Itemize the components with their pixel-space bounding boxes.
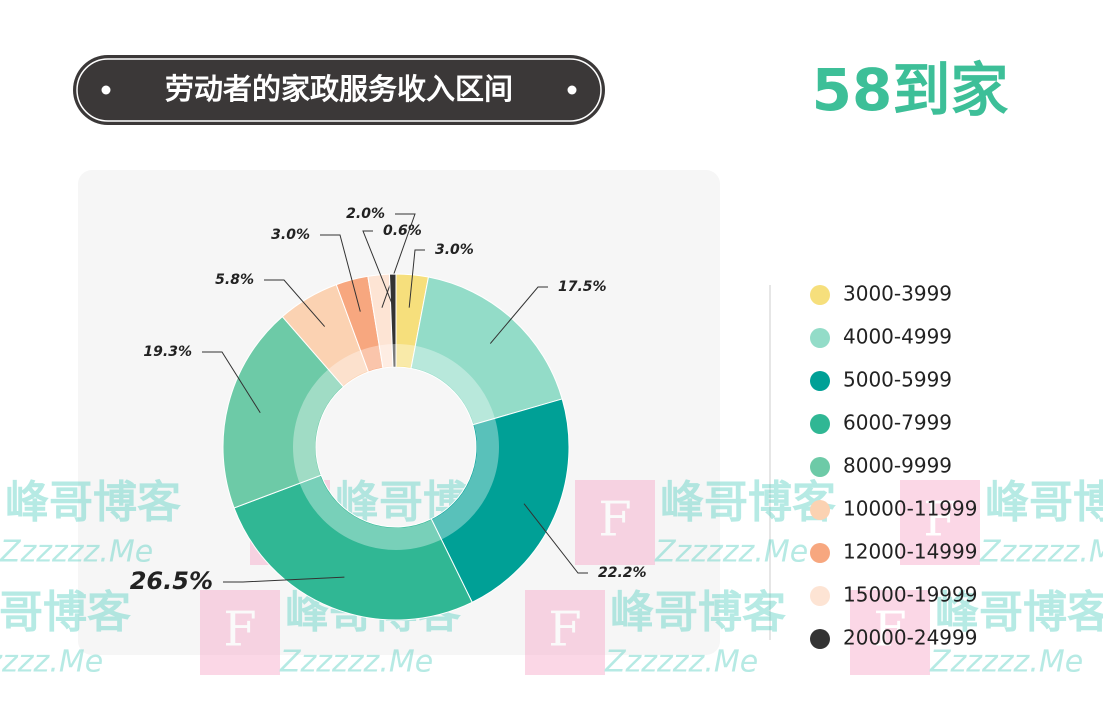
- leader-line: [202, 351, 261, 414]
- leader-line: [408, 249, 425, 308]
- data-label: 3.0%: [271, 227, 310, 243]
- watermark-letter: F: [548, 602, 581, 658]
- leader-line: [320, 234, 361, 312]
- legend-swatch: [810, 414, 830, 434]
- data-label: 2.0%: [346, 206, 385, 222]
- watermark-text: 峰哥博客: [660, 477, 836, 528]
- legend-swatch: [810, 285, 830, 305]
- watermark-text: 峰哥博客: [5, 477, 181, 528]
- legend-swatch: [810, 328, 830, 348]
- legend-swatch: [810, 371, 830, 391]
- data-label: 3.0%: [435, 242, 474, 258]
- donut-slice: [388, 273, 397, 368]
- watermark-letter: F: [923, 492, 956, 548]
- watermark-url: Zzzzzz.Me: [279, 645, 433, 680]
- title-bullet: [567, 85, 577, 95]
- legend-label: 8000-9999: [843, 454, 952, 478]
- legend-label: 12000-14999: [843, 540, 977, 564]
- data-label: 19.3%: [143, 344, 192, 360]
- title-pill-border: [76, 58, 602, 122]
- watermark-url: Zzzzzz.Me: [0, 645, 103, 680]
- watermark-text: 峰哥博客: [935, 587, 1103, 638]
- data-label: 17.5%: [558, 279, 607, 295]
- watermark-text: 峰哥博客: [610, 587, 786, 638]
- legend-label: 10000-11999: [843, 497, 977, 521]
- leader-line: [489, 286, 548, 344]
- data-label: 26.5%: [130, 567, 213, 595]
- watermark-text: 峰哥博客: [0, 587, 131, 638]
- brand-logo: 58到家: [812, 56, 1009, 124]
- legend-swatch: [810, 543, 830, 563]
- title-pill: [73, 55, 605, 125]
- watermark-box: [525, 590, 605, 675]
- watermark-box: [900, 480, 980, 565]
- legend-swatch: [810, 457, 830, 477]
- watermark-url: Zzzzzz.Me: [604, 645, 758, 680]
- legend-label: 3000-3999: [843, 282, 952, 306]
- data-label: 22.2%: [598, 565, 647, 581]
- leader-line: [264, 279, 326, 327]
- watermark-url: Zzzzzz.Me: [654, 535, 808, 570]
- donut-slice: [222, 315, 345, 509]
- legend-label: 15000-19999: [843, 583, 977, 607]
- chart-title: 劳动者的家政服务收入区间: [165, 72, 513, 106]
- watermark-box: [200, 590, 280, 675]
- watermark-text: 峰哥博客: [985, 477, 1103, 528]
- donut-slice: [233, 474, 473, 621]
- leader-line: [362, 230, 394, 308]
- watermark-letter: F: [598, 492, 631, 548]
- leader-line: [223, 576, 345, 583]
- data-label: 5.8%: [215, 272, 254, 288]
- legend-swatch: [810, 500, 830, 520]
- legend-label: 6000-7999: [843, 411, 952, 435]
- donut-slice: [410, 276, 563, 426]
- watermark-url: Zzzzzz.Me: [929, 645, 1083, 680]
- watermark-url: Zzzzzz.Me: [0, 535, 153, 570]
- donut-slice: [430, 398, 570, 603]
- legend-label: 4000-4999: [843, 325, 952, 349]
- data-label: 0.6%: [383, 223, 422, 239]
- donut-inner-ring: [293, 344, 499, 550]
- legend-label: 20000-24999: [843, 626, 977, 650]
- watermark-url: Zzzzzz.Me: [979, 535, 1103, 570]
- watermark-box: [850, 590, 930, 675]
- legend-swatch: [810, 586, 830, 606]
- leader-line: [523, 503, 588, 574]
- legend-label: 5000-5999: [843, 368, 952, 392]
- watermark-letter: F: [873, 602, 906, 658]
- chart-panel: [78, 170, 720, 655]
- title-bullet: [101, 85, 111, 95]
- watermark-letter: F: [223, 602, 256, 658]
- legend-swatch: [810, 629, 830, 649]
- watermark-box: [575, 480, 655, 565]
